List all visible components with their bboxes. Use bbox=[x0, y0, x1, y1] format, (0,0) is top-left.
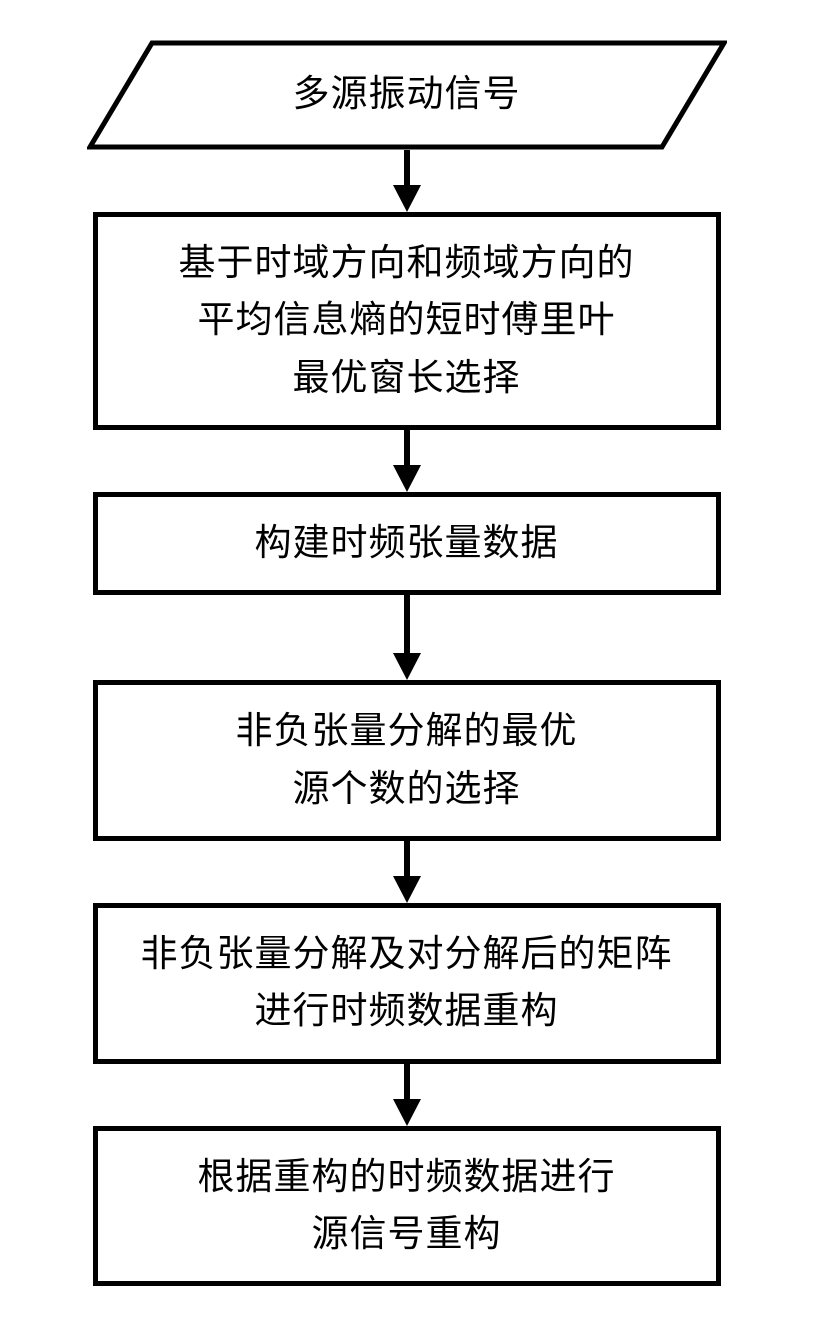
step-node-label: 非负张量分解及对分解后的矩阵进行时频数据重构 bbox=[141, 926, 673, 1041]
flowchart-step-node: 基于时域方向和频域方向的平均信息熵的短时傅里叶最优窗长选择 bbox=[93, 212, 721, 430]
flowchart-container: 多源振动信号 基于时域方向和频域方向的平均信息熵的短时傅里叶最优窗长选择 构建时… bbox=[0, 40, 813, 1286]
step-node-label: 基于时域方向和频域方向的平均信息熵的短时傅里叶最优窗长选择 bbox=[179, 235, 635, 407]
flowchart-arrow bbox=[387, 430, 427, 492]
flowchart-arrow bbox=[387, 595, 427, 680]
step-node-label: 构建时频张量数据 bbox=[255, 515, 559, 572]
flowchart-step-node: 构建时频张量数据 bbox=[93, 492, 721, 595]
step-node-label: 非负张量分解的最优源个数的选择 bbox=[236, 703, 578, 818]
flowchart-step-node: 非负张量分解的最优源个数的选择 bbox=[93, 680, 721, 841]
flowchart-step-node: 非负张量分解及对分解后的矩阵进行时频数据重构 bbox=[93, 903, 721, 1064]
step-node-label: 根据重构的时频数据进行源信号重构 bbox=[198, 1149, 616, 1264]
flowchart-input-node: 多源振动信号 bbox=[87, 40, 727, 150]
flowchart-arrow bbox=[387, 1064, 427, 1126]
flowchart-arrow bbox=[387, 150, 427, 212]
input-node-label: 多源振动信号 bbox=[293, 66, 521, 123]
flowchart-step-node: 根据重构的时频数据进行源信号重构 bbox=[93, 1126, 721, 1287]
flowchart-arrow bbox=[387, 841, 427, 903]
